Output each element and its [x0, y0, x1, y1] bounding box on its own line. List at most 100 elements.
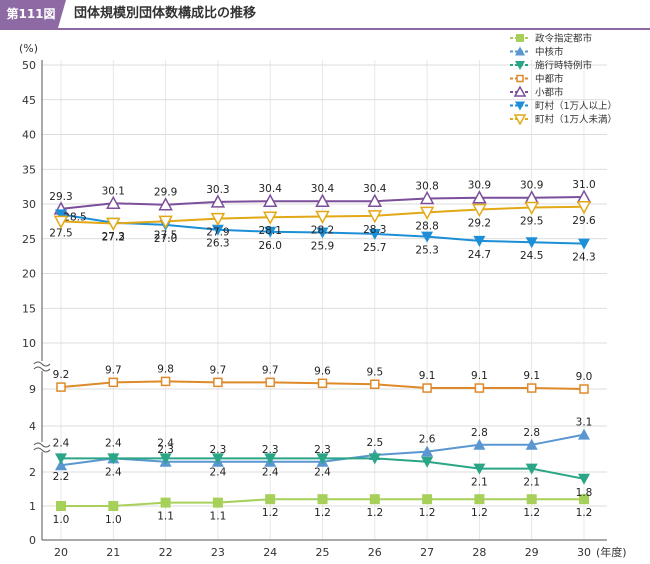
data-point — [211, 453, 224, 465]
data-label: 2.6 — [419, 434, 436, 446]
data-point — [422, 383, 432, 393]
data-label: 2.8 — [471, 427, 488, 439]
figure-header: 第111図 団体規模別団体数構成比の推移 — [0, 0, 650, 30]
data-label: 24.7 — [468, 249, 491, 261]
data-point — [513, 85, 527, 97]
y-tick-label: 35 — [22, 163, 36, 176]
data-point — [473, 463, 486, 475]
data-point — [578, 473, 590, 485]
figure-title: 団体規模別団体数構成比の推移 — [74, 6, 257, 21]
data-point — [108, 501, 119, 511]
data-label: 2.4 — [157, 437, 174, 449]
data-label: 2.2 — [53, 471, 70, 483]
data-label: 29.9 — [154, 187, 177, 199]
data-point — [524, 201, 539, 216]
data-point — [212, 497, 223, 508]
data-label: 30.4 — [259, 183, 283, 195]
data-label: 9.2 — [53, 369, 70, 381]
data-point — [262, 193, 278, 207]
data-point — [106, 195, 121, 210]
data-point — [421, 231, 434, 243]
data-point — [55, 453, 67, 465]
axis-break-mark — [33, 361, 51, 372]
data-label: 2.1 — [523, 477, 540, 489]
data-label: 29.6 — [572, 215, 596, 227]
data-label: 28.3 — [363, 224, 386, 236]
data-label: 2.3 — [210, 444, 227, 456]
data-point — [213, 377, 223, 388]
data-point — [576, 201, 592, 215]
data-label: 2.1 — [471, 477, 488, 489]
data-label: 1.0 — [53, 514, 70, 526]
data-point — [525, 237, 538, 249]
data-point — [473, 438, 486, 450]
y-tick-label: 1 — [29, 500, 36, 513]
data-label: 26.0 — [259, 240, 282, 252]
data-point — [210, 212, 226, 227]
data-label: 28.2 — [311, 225, 334, 237]
data-label: 2.5 — [366, 437, 383, 449]
data-point — [265, 377, 275, 388]
data-label: 27.0 — [154, 233, 177, 245]
axis-break-gap — [34, 361, 50, 371]
series-5: 28.5 27.3 27.0 26.3 26.0 25.9 25.7 25.3 24.7 24.5… — [55, 209, 596, 264]
data-point — [578, 428, 590, 440]
legend-label: 小都市 — [535, 87, 564, 99]
data-label: 30.4 — [363, 183, 387, 195]
y-tick-label: 0 — [29, 534, 36, 547]
data-label: 9.6 — [314, 365, 331, 377]
data-label: 29.2 — [468, 218, 491, 230]
header-underline — [0, 28, 650, 30]
data-label: 29.5 — [520, 215, 543, 227]
data-label: 1.2 — [576, 507, 593, 519]
x-axis-unit: (年度) — [596, 545, 627, 559]
data-point — [474, 494, 485, 505]
data-point — [472, 203, 487, 218]
y-tick-label: 2 — [29, 466, 36, 479]
data-label: 9.1 — [419, 370, 436, 382]
data-point — [158, 197, 173, 211]
data-label: 1.1 — [157, 511, 174, 523]
x-tick-label: 27 — [420, 546, 434, 559]
data-label: 25.7 — [363, 242, 386, 254]
data-label: 1.2 — [262, 507, 279, 519]
data-point — [210, 194, 226, 208]
data-point — [316, 227, 329, 239]
figure-number: 第111図 — [6, 7, 56, 21]
axis-break-mark — [33, 442, 51, 453]
y-tick-label: 10 — [22, 337, 36, 350]
data-label: 2.4 — [314, 466, 331, 478]
y-tick-label: 30 — [22, 198, 36, 211]
data-label: 2.4 — [53, 437, 70, 449]
data-point — [515, 46, 525, 56]
data-point — [158, 215, 173, 229]
data-label: 1.8 — [576, 487, 593, 499]
y-tick-label: 45 — [22, 94, 36, 107]
x-tick-label: 30 — [577, 546, 591, 559]
data-point — [370, 379, 380, 389]
y-tick-label: 50 — [22, 59, 36, 72]
data-label: 31.0 — [572, 179, 595, 191]
data-label: 24.5 — [520, 250, 543, 262]
data-label: 2.3 — [314, 444, 331, 456]
x-tick-label: 23 — [211, 546, 225, 559]
data-label: 9.1 — [471, 370, 488, 382]
x-tick-label: 25 — [316, 546, 330, 559]
y-axis-unit: (%) — [19, 42, 38, 55]
x-tick-label: 20 — [54, 546, 68, 559]
data-label: 1.2 — [314, 507, 331, 519]
data-label: 26.3 — [206, 238, 229, 250]
axis-break-gap — [34, 442, 50, 452]
data-label: 1.2 — [366, 507, 383, 519]
data-point — [526, 383, 537, 393]
data-label: 1.2 — [523, 507, 540, 519]
y-tick-label: 4 — [29, 420, 36, 433]
data-point — [160, 376, 171, 387]
x-tick-label: 22 — [159, 546, 173, 559]
data-point — [56, 382, 66, 392]
data-point — [421, 456, 434, 468]
series-3: 9.2 9.7 9.8 9.7 9.7 9.6 9.5 9.1 9.1 9.1 9.0 — [53, 363, 592, 394]
data-point — [106, 217, 121, 232]
x-tick-label: 24 — [263, 546, 277, 559]
